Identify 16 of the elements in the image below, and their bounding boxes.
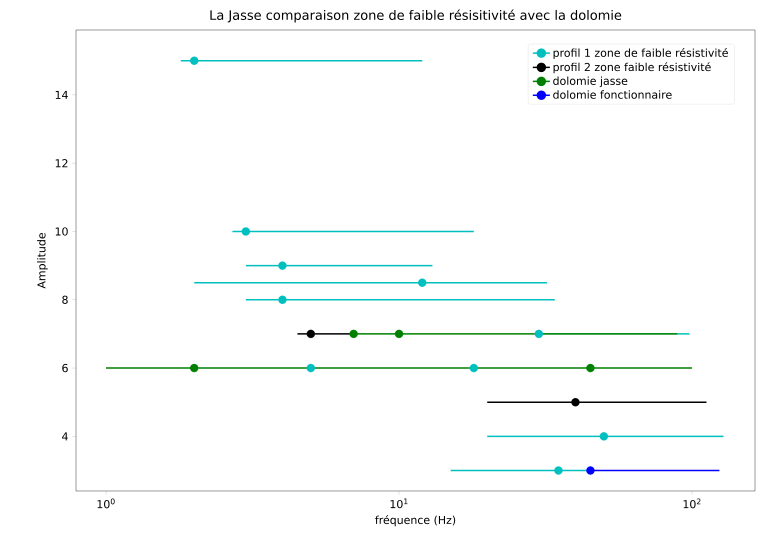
chart-title: La Jasse comparaison zone de faible résisitivité avec la dolomie <box>210 9 622 22</box>
x-tick-label: 10$^{2}$ <box>684 498 700 508</box>
legend-label: dolomie jasse <box>553 76 628 88</box>
legend-label: profil 1 zone de faible résistivité <box>554 48 728 60</box>
y-axis-title: Amplitude <box>37 232 48 288</box>
x-tick-label: 10$^{0}$ <box>98 498 115 508</box>
x-tick-label: 10$^{1}$ <box>390 498 408 508</box>
y-tick-label: 10 <box>56 227 68 236</box>
y-tick-label: 14 <box>56 90 68 99</box>
y-tick-label: 4 <box>62 432 68 440</box>
y-tick-label: 6 <box>62 364 68 372</box>
x-axis-title: fréquence (Hz) <box>375 515 456 526</box>
y-tick-label: 8 <box>62 296 68 304</box>
legend-label: dolomie fonctionnaire <box>553 90 672 99</box>
legend-label: profil 2 zone faible résistivité <box>554 62 711 74</box>
y-tick-label: 12 <box>56 159 68 168</box>
